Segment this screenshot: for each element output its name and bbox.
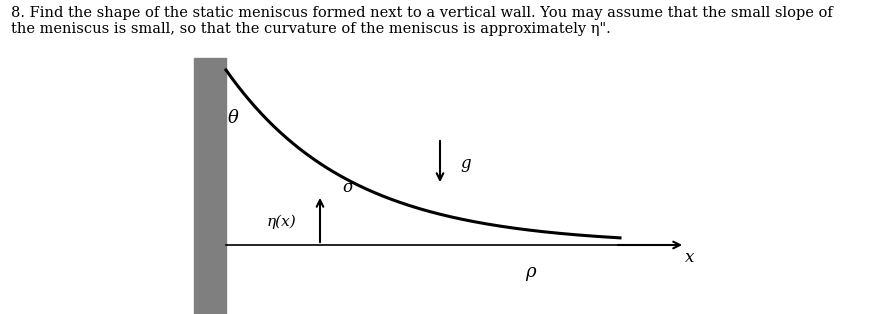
Text: η(x): η(x) xyxy=(267,215,296,229)
Text: σ: σ xyxy=(343,180,354,197)
Text: 8. Find the shape of the static meniscus formed next to a vertical wall. You may: 8. Find the shape of the static meniscus… xyxy=(11,6,833,36)
Text: g: g xyxy=(460,154,471,171)
Text: θ: θ xyxy=(228,109,238,127)
Bar xyxy=(194,58,226,314)
Text: x: x xyxy=(685,250,695,267)
Text: ρ: ρ xyxy=(525,263,535,281)
